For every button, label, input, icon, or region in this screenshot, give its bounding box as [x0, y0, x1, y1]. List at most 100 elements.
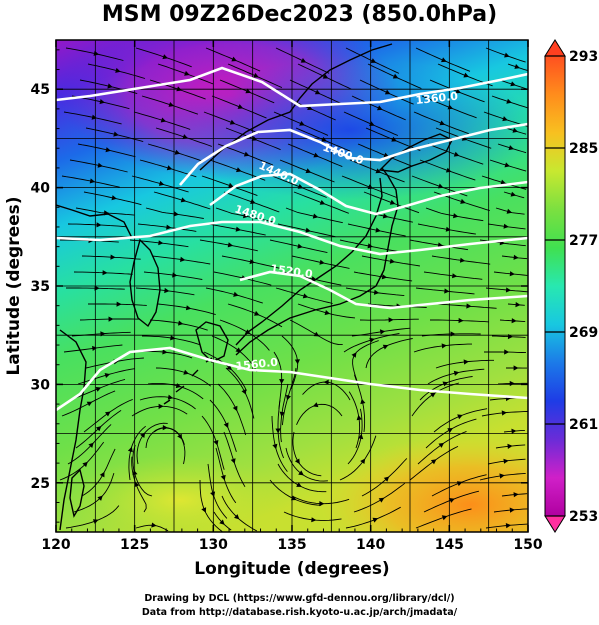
streamline-arrow — [236, 167, 242, 173]
streamline-arrow — [358, 433, 364, 440]
streamline-arrow — [249, 259, 255, 265]
streamline-arrow — [162, 425, 168, 431]
streamline-arrow — [367, 243, 373, 249]
streamline-arrow — [372, 517, 379, 523]
streamline-arrow — [162, 349, 168, 355]
streamline-arrow — [466, 303, 472, 309]
streamline-arrow — [231, 56, 237, 62]
streamline-arrow — [463, 72, 469, 78]
contour-label-1520: 1520.0 — [270, 262, 314, 281]
streamline-arrow — [227, 242, 234, 248]
x-tick-label: 140 — [356, 537, 385, 553]
streamline-arrow — [513, 365, 519, 371]
warm-region — [320, 435, 528, 532]
streamline-arrow — [379, 329, 386, 335]
streamline-arrow — [213, 440, 219, 446]
streamline-arrow — [201, 507, 207, 513]
streamline-arrow — [92, 345, 98, 351]
streamline-arrow — [116, 301, 122, 307]
streamline-arrow — [447, 104, 454, 110]
streamline-arrow — [229, 119, 236, 125]
streamline-arrow — [324, 310, 331, 316]
streamline-arrow — [383, 476, 390, 482]
streamline-arrow — [228, 182, 234, 188]
streamline-arrow — [311, 517, 317, 523]
warm-region-west — [70, 455, 290, 532]
height-contours — [56, 66, 528, 412]
streamline-arrow — [107, 83, 113, 89]
streamline-arrow — [430, 392, 436, 398]
streamline-arrow — [166, 224, 172, 230]
streamline-arrow — [178, 320, 184, 326]
streamline-arrow — [455, 88, 461, 94]
streamline-arrow — [382, 213, 389, 219]
streamline-arrow — [95, 387, 102, 392]
x-axis-ticks: 120 125 130 135 140 145 150 — [41, 40, 543, 553]
streamline-arrow — [437, 183, 444, 189]
streamline-arrow — [210, 491, 216, 497]
streamline-arrow — [319, 501, 325, 507]
streamline-arrow — [296, 482, 302, 487]
streamline-arrow — [514, 64, 520, 69]
streamline-arrow — [312, 402, 319, 408]
streamline-arrow — [314, 89, 321, 95]
streamline-arrow — [294, 458, 300, 465]
streamline-arrow — [507, 443, 513, 449]
streamline-arrow — [515, 302, 521, 308]
streamline-arrow — [173, 211, 179, 217]
streamline-arrow — [245, 88, 251, 94]
streamline-arrow — [226, 364, 232, 371]
streamline-arrow — [445, 167, 452, 173]
streamline-arrow — [375, 168, 382, 174]
streamline-arrow — [513, 492, 519, 498]
streamline-arrow — [360, 458, 366, 464]
y-tick-label: 45 — [31, 82, 50, 98]
streamline-arrow — [513, 254, 519, 260]
colorbar-tick-label: 253 — [569, 509, 598, 525]
streamline-arrow — [97, 495, 103, 501]
streamline-arrow — [441, 343, 447, 349]
korea-coast — [129, 238, 161, 328]
streamline-arrow — [453, 151, 460, 157]
streamline-arrow — [230, 458, 236, 464]
kyushu-coast — [195, 321, 229, 363]
streamline-arrow — [321, 136, 327, 142]
streamline-arrow — [508, 145, 514, 151]
map-title: MSM 09Z26Dec2023 (850.0hPa) — [101, 2, 498, 27]
streamline-arrow — [499, 473, 505, 479]
grid-lines — [56, 40, 528, 532]
streamline-arrow — [391, 136, 397, 142]
streamline-arrow — [351, 352, 357, 358]
streamline-arrow — [115, 67, 121, 73]
streamline-arrow — [511, 318, 517, 324]
contour-label-1560: 1560.0 — [235, 356, 279, 373]
streamline-arrow — [158, 180, 165, 186]
streamline-arrow — [99, 99, 105, 105]
credit-data: Data from http://database.rish.kyoto-u.a… — [141, 607, 458, 618]
streamline-arrow — [501, 410, 507, 416]
streamline-arrow — [102, 270, 108, 276]
contour-1480 — [56, 220, 528, 256]
streamline-arrow — [307, 105, 313, 110]
streamline-arrow — [441, 515, 448, 521]
streamline-arrow — [234, 514, 240, 520]
china-coast — [56, 204, 133, 531]
streamline-arrow — [323, 379, 329, 385]
streamline-arrow — [392, 73, 399, 79]
streamline-arrow — [184, 70, 190, 76]
y-axis-title: Latitude (degrees) — [4, 196, 24, 375]
streamline-arrow — [506, 208, 513, 214]
contour-1400 — [179, 122, 528, 186]
colorbar: 293 285 277 269 261 253 — [544, 39, 598, 533]
y-tick-label: 40 — [31, 181, 51, 197]
streamline-arrow — [452, 273, 458, 279]
streamline-arrow — [370, 58, 377, 63]
streamline-arrow — [502, 116, 508, 122]
streamline-arrow — [437, 242, 444, 248]
streamline-arrow — [177, 433, 182, 440]
streamline-arrow — [219, 519, 225, 525]
streamline-arrow — [86, 401, 93, 407]
streamline-arrow — [294, 359, 300, 365]
streamline-arrow — [110, 254, 116, 260]
streamline-arrow — [243, 151, 250, 157]
